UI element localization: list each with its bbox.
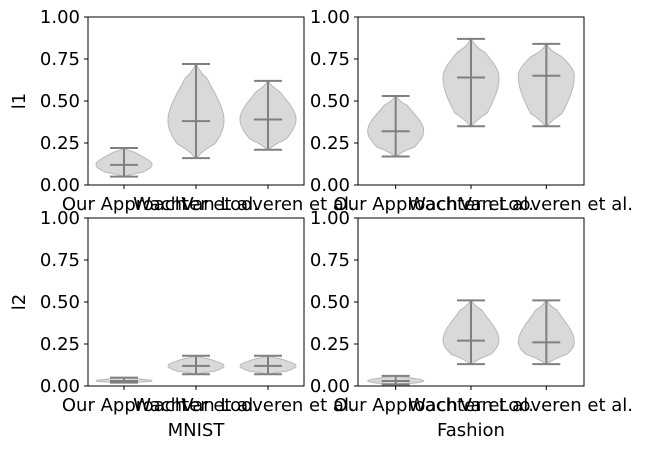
y-tick-label: 0.00	[310, 175, 350, 196]
y-tick-label: 1.00	[310, 208, 350, 229]
y-tick-label: 0.00	[310, 376, 350, 397]
y-tick-label: 0.75	[310, 49, 350, 70]
chart-panel-4: 0.00 0.25 0.50 0.75 1.00 Our ApproachWachter …	[310, 208, 633, 441]
x-tick-label: Wachter et al.	[408, 395, 534, 416]
y-tick-label: 0.25	[40, 133, 80, 154]
x-tick-label: Van Looveren et al.	[460, 395, 633, 416]
chart-panel-3: 0.00 0.25 0.50 0.75 1.00 Our ApproachWachter …	[9, 208, 355, 441]
y-tick-label: 0.50	[310, 91, 350, 112]
y-tick-label: 0.25	[310, 133, 350, 154]
x-tick-label: Van Looveren et al.	[181, 194, 354, 215]
y-tick-label: 1.00	[40, 208, 80, 229]
x-tick-label: Van Looveren et al.	[181, 395, 354, 416]
y-tick-label: 0.75	[40, 49, 80, 70]
x-tick-label: Wachter et al.	[408, 194, 534, 215]
x-tick-label: Our Approach	[62, 194, 186, 215]
y-tick-label: 1.00	[310, 7, 350, 28]
chart-panel-2: 0.00 0.25 0.50 0.75 1.00 Our ApproachWachter …	[310, 7, 633, 215]
y-tick-label: 0.50	[40, 292, 80, 313]
x-tick-label: Our Approach	[334, 395, 458, 416]
y-tick-label: 0.75	[310, 250, 350, 271]
x-tick-label: Our Approach	[334, 194, 458, 215]
y-tick-label: 0.00	[40, 376, 80, 397]
y-axis-label: l1	[9, 93, 30, 109]
chart-panel-1: 0.00 0.25 0.50 0.75 1.00 Our ApproachWachter …	[9, 7, 355, 215]
y-tick-label: 0.25	[310, 334, 350, 355]
y-tick-label: 0.25	[40, 334, 80, 355]
y-tick-label: 1.00	[40, 7, 80, 28]
y-tick-label: 0.00	[40, 175, 80, 196]
y-tick-label: 0.75	[40, 250, 80, 271]
y-tick-label: 0.50	[40, 91, 80, 112]
y-tick-label: 0.50	[310, 292, 350, 313]
y-axis-label: l2	[9, 294, 30, 310]
x-axis-label: Fashion	[437, 420, 505, 441]
x-tick-label: Wachter et al.	[133, 194, 259, 215]
x-tick-label: Our Approach	[62, 395, 186, 416]
x-tick-label: Van Looveren et al.	[460, 194, 633, 215]
x-tick-label: Wachter et al.	[133, 395, 259, 416]
x-axis-label: MNIST	[168, 420, 226, 441]
